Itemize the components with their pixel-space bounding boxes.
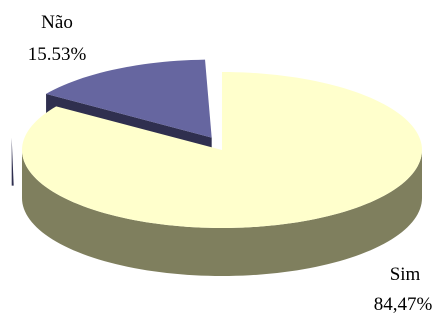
slice-label-sim: Sim bbox=[390, 264, 421, 285]
slice-value-sim: 84,47% bbox=[374, 294, 433, 315]
pie-slice-top bbox=[46, 59, 212, 138]
pie-slice-sim bbox=[22, 72, 422, 276]
slice-value-nao: 15.53% bbox=[28, 44, 87, 65]
pie-slice-side bbox=[22, 150, 422, 276]
slice-label-nao: Não bbox=[41, 12, 73, 33]
pie-slice-top bbox=[22, 72, 422, 228]
